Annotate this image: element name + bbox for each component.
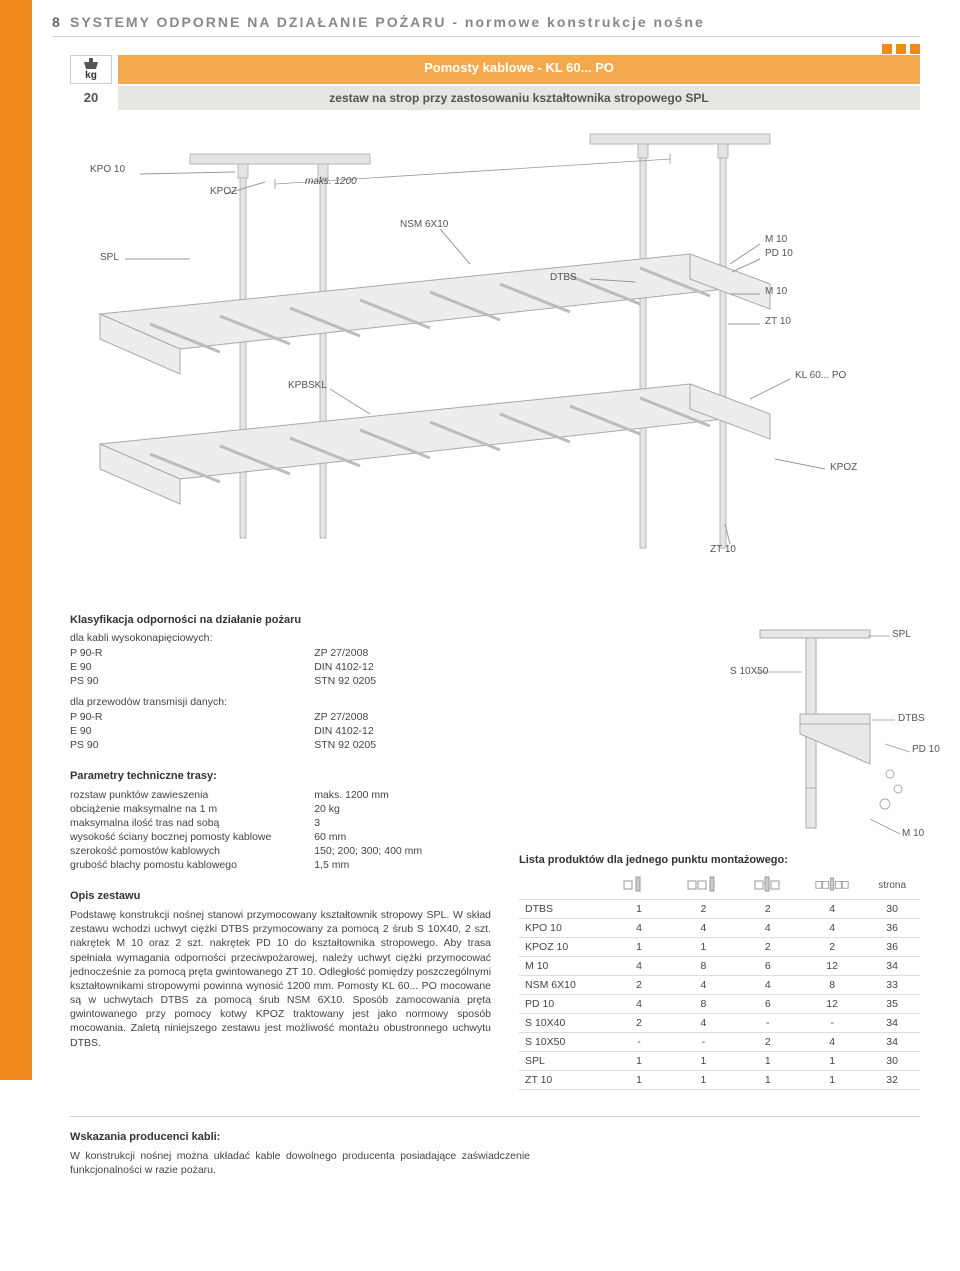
label-nsm: NSM 6X10	[400, 219, 448, 230]
label-kpoz2: KPOZ	[830, 462, 857, 473]
label-kl60po: KL 60... PO	[795, 370, 846, 381]
label-dtbs2: DTBS	[898, 713, 925, 724]
left-accent-bar	[0, 0, 32, 1080]
label-kpo10: KPO 10	[90, 164, 125, 175]
footer-heading: Wskazania producenci kabli:	[70, 1131, 920, 1143]
page-header: 8 SYSTEMY ODPORNE NA DZIAŁANIE POŻARU - …	[0, 0, 960, 36]
subtitle: zestaw na strop przy zastosowaniu kształ…	[118, 86, 920, 110]
strona-header: strona	[864, 872, 920, 900]
hv-subheading: dla kabli wysokonapięciowych:	[70, 632, 491, 644]
data-subheading: dla przewodów transmisji danych:	[70, 696, 491, 708]
label-s10x50: S 10X50	[730, 666, 768, 677]
assembly-diagram: KPO 10 KPOZ maks. 1200 SPL NSM 6X10 DTBS…	[70, 124, 920, 594]
label-maks1200: maks. 1200	[305, 176, 357, 187]
subtitle-band: 20 zestaw na strop przy zastosowaniu ksz…	[70, 86, 920, 110]
set-number: 20	[70, 86, 112, 110]
label-pd10: PD 10	[765, 248, 793, 259]
data-table: P 90-RZP 27/2008 E 90DIN 4102-12 PS 90ST…	[70, 710, 491, 752]
label-pd10b: PD 10	[912, 744, 940, 755]
label-zt10b: ZT 10	[710, 544, 736, 555]
desc-text: Podstawę konstrukcji nośnej stanowi przy…	[70, 908, 491, 1050]
kg-icon: kg	[70, 55, 112, 84]
hv-table: P 90-RZP 27/2008 E 90DIN 4102-12 PS 90ST…	[70, 646, 491, 688]
title-band: kg Pomosty kablowe - KL 60... PO	[70, 55, 920, 84]
label-spl2: SPL	[892, 629, 911, 640]
products-header-row: strona	[519, 872, 920, 900]
footer-text: W konstrukcji nośnej można układać kable…	[70, 1149, 530, 1177]
page-number: 8	[52, 14, 70, 30]
products-table: strona DTBS122430 KPO 10444436 KPOZ 1011…	[519, 872, 920, 1090]
product-title: Pomosty kablowe - KL 60... PO	[118, 55, 920, 84]
label-dtbs: DTBS	[550, 272, 577, 283]
label-m10b: M 10	[765, 286, 787, 297]
label-zt10a: ZT 10	[765, 316, 791, 327]
page-title: SYSTEMY ODPORNE NA DZIAŁANIE POŻARU - no…	[70, 14, 920, 30]
label-m10a: M 10	[765, 234, 787, 245]
desc-heading: Opis zestawu	[70, 890, 491, 902]
params-heading: Parametry techniczne trasy:	[70, 770, 491, 782]
label-kpoz: KPOZ	[210, 186, 237, 197]
classification-heading: Klasyfikacja odporności na działanie poż…	[70, 614, 491, 626]
decor-squares	[882, 44, 920, 54]
side-detail-diagram: S 10X50 SPL DTBS PD 10 M 10	[750, 624, 930, 864]
label-m10c: M 10	[902, 828, 924, 839]
params-table: rozstaw punktów zawieszeniamaks. 1200 mm…	[70, 788, 491, 872]
label-kpbskl: KPBSKL	[288, 380, 327, 391]
section-rule	[70, 1116, 920, 1117]
label-spl: SPL	[100, 252, 119, 263]
